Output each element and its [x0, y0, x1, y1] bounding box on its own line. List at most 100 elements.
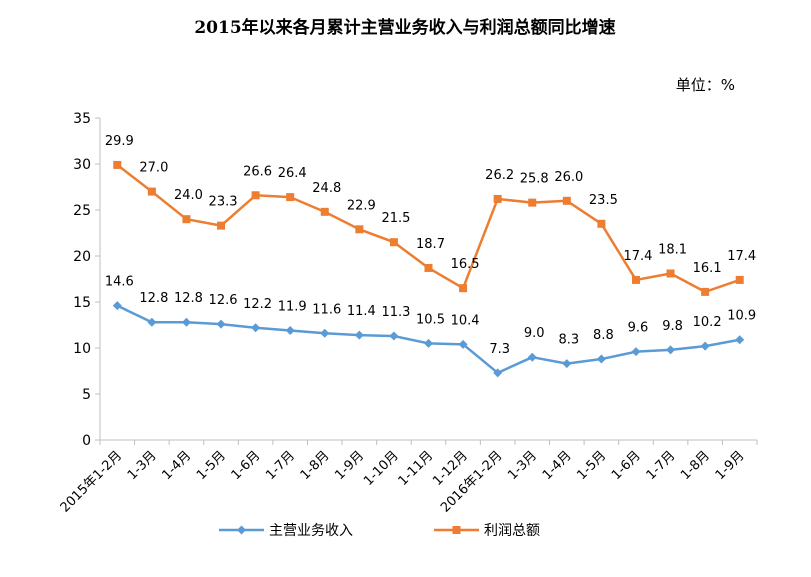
- x-tick-label: 1-3月: [125, 448, 160, 483]
- data-label: 24.0: [174, 188, 203, 203]
- data-point[interactable]: [631, 275, 640, 284]
- data-point[interactable]: [354, 330, 364, 340]
- x-tick-label: 1-9月: [713, 448, 748, 483]
- y-tick-label: 0: [82, 433, 91, 449]
- data-label: 10.5: [416, 312, 445, 327]
- data-label: 16.1: [693, 261, 722, 276]
- data-label: 11.9: [278, 300, 307, 315]
- data-point[interactable]: [389, 331, 399, 341]
- data-label: 14.6: [105, 275, 134, 290]
- data-label: 9.6: [628, 321, 649, 336]
- data-point[interactable]: [735, 335, 745, 345]
- data-point[interactable]: [217, 221, 226, 230]
- data-label: 8.8: [593, 328, 614, 343]
- data-point[interactable]: [182, 215, 191, 224]
- legend-item-profit[interactable]: 利润总额: [434, 523, 540, 539]
- x-tick-label: 1-8月: [678, 448, 713, 483]
- data-point[interactable]: [251, 323, 261, 333]
- data-point[interactable]: [147, 187, 156, 196]
- data-point[interactable]: [459, 284, 468, 293]
- y-tick-label: 10: [73, 341, 91, 357]
- data-point[interactable]: [666, 345, 676, 355]
- data-point[interactable]: [493, 194, 502, 203]
- data-point[interactable]: [112, 301, 122, 311]
- data-label: 12.8: [174, 291, 203, 306]
- data-label: 17.4: [727, 249, 756, 264]
- series-layer: 14.6 12.8 12.8 12.6 12.2 11.9 11.6 11.4 11.3 10.5…: [105, 134, 756, 378]
- data-point[interactable]: [597, 219, 606, 228]
- data-point[interactable]: [527, 352, 537, 362]
- diamond-marker-icon: [237, 525, 246, 535]
- data-point[interactable]: [493, 368, 503, 378]
- y-tick-label: 35: [73, 111, 91, 127]
- data-point[interactable]: [147, 317, 157, 327]
- x-axis-ticks: 2015年1-2月 1-3月 1-4月 1-5月 1-6月 1-7月 1-8月 1-9月1-1…: [58, 440, 758, 516]
- data-point[interactable]: [216, 319, 226, 329]
- data-label: 18.1: [658, 242, 687, 257]
- x-tick-label: 1-3月: [505, 448, 540, 483]
- data-point[interactable]: [113, 160, 122, 169]
- x-tick-label: 2015年1-2月: [58, 448, 125, 515]
- unit-label: 单位：%: [676, 76, 735, 94]
- x-tick-label: 1-5月: [574, 448, 609, 483]
- data-point[interactable]: [424, 263, 433, 272]
- series-revenue: 14.6 12.8 12.8 12.6 12.2 11.9 11.6 11.4 11.3 10.5…: [105, 275, 756, 378]
- data-point[interactable]: [251, 191, 260, 200]
- data-label: 26.4: [278, 166, 307, 181]
- data-point[interactable]: [666, 269, 675, 278]
- data-point[interactable]: [181, 317, 191, 327]
- data-label: 10.4: [451, 313, 480, 328]
- data-label: 12.2: [243, 297, 272, 312]
- data-label: 12.6: [209, 293, 238, 308]
- data-label: 23.3: [209, 195, 238, 210]
- data-label: 12.8: [139, 291, 168, 306]
- data-label: 10.9: [727, 309, 756, 324]
- y-tick-label: 5: [82, 387, 91, 403]
- data-label: 9.0: [524, 326, 545, 341]
- data-label: 23.5: [589, 193, 618, 208]
- data-point[interactable]: [458, 339, 468, 349]
- data-point[interactable]: [286, 193, 295, 202]
- y-tick-label: 15: [73, 295, 91, 311]
- x-tick-label: 1-4月: [540, 448, 575, 483]
- x-tick-label: 1-6月: [609, 448, 644, 483]
- data-point[interactable]: [700, 341, 710, 351]
- data-point[interactable]: [424, 338, 433, 348]
- x-tick-label: 2016年1-2月: [438, 448, 505, 515]
- data-point[interactable]: [285, 326, 295, 336]
- y-tick-label: 25: [73, 203, 91, 219]
- data-label: 25.8: [520, 172, 549, 187]
- data-label: 11.3: [381, 305, 410, 320]
- x-tick-label: 1-7月: [644, 448, 679, 483]
- legend-profit-label: 利润总额: [484, 523, 540, 539]
- data-point[interactable]: [320, 207, 329, 216]
- data-point[interactable]: [528, 198, 537, 207]
- data-point[interactable]: [320, 328, 330, 338]
- data-point[interactable]: [355, 225, 364, 234]
- legend: 主营业务收入 利润总额: [219, 523, 540, 539]
- data-label: 8.3: [558, 333, 579, 348]
- x-tick-label: 1-8月: [298, 448, 333, 483]
- data-label: 24.8: [312, 181, 341, 196]
- data-point[interactable]: [701, 287, 710, 296]
- data-point[interactable]: [562, 359, 572, 369]
- x-tick-label: 1-7月: [263, 448, 298, 483]
- data-point[interactable]: [735, 275, 744, 284]
- y-tick-label: 20: [73, 249, 91, 265]
- data-point[interactable]: [389, 238, 398, 247]
- y-axis-ticks: 0 5 10 15 20 25 30 35: [73, 111, 100, 449]
- data-label: 17.4: [623, 249, 652, 264]
- x-tick-label: 1-10月: [361, 448, 402, 489]
- data-label: 9.8: [662, 319, 683, 334]
- series-line: [116, 163, 741, 294]
- legend-revenue-label: 主营业务收入: [269, 523, 353, 539]
- data-point[interactable]: [631, 347, 641, 357]
- data-label: 16.5: [451, 257, 480, 272]
- data-label: 26.2: [485, 168, 514, 183]
- data-point[interactable]: [562, 196, 571, 205]
- data-point[interactable]: [596, 354, 606, 364]
- data-label: 18.7: [416, 237, 445, 252]
- legend-item-revenue[interactable]: 主营业务收入: [219, 523, 353, 539]
- x-tick-label: 1-11月: [396, 448, 437, 489]
